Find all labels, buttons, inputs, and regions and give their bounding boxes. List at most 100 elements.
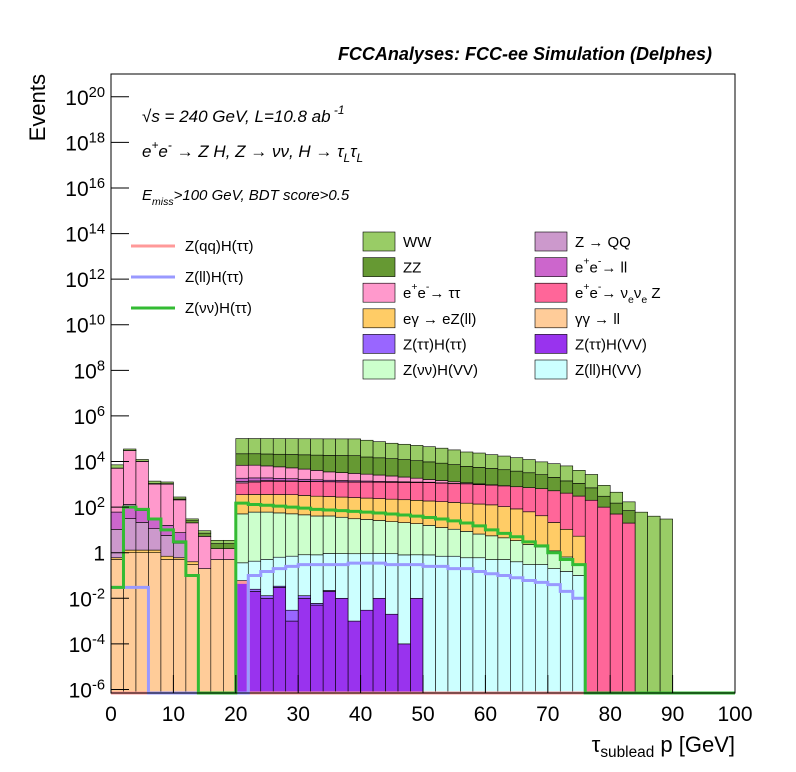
bar	[247, 438, 262, 455]
bar	[447, 483, 461, 503]
bar	[559, 465, 574, 482]
bar	[260, 480, 274, 495]
bar	[148, 552, 162, 694]
legend-label: Z(νν)H(ττ)	[185, 300, 252, 317]
legend-label: e+e-→ ll	[575, 256, 627, 277]
bar	[272, 477, 287, 482]
bar	[547, 568, 561, 694]
bar	[372, 498, 386, 521]
bar	[260, 477, 274, 481]
bar	[272, 512, 287, 558]
bar	[510, 486, 524, 510]
bar	[385, 613, 399, 694]
bar	[285, 467, 299, 480]
bar	[360, 481, 374, 499]
bar	[360, 519, 374, 555]
bar	[360, 473, 374, 482]
bar	[385, 458, 399, 477]
bar	[347, 481, 361, 498]
bar	[397, 482, 411, 501]
legend-label: Z → QQ	[575, 234, 631, 251]
bar	[622, 522, 636, 694]
legend-swatch	[534, 257, 568, 277]
legend-label: Z(qq)H(ττ)	[185, 238, 254, 255]
bar	[385, 521, 399, 555]
bar	[572, 483, 586, 497]
bar	[198, 530, 212, 534]
legend-label: Z(ll)H(VV)	[575, 362, 642, 379]
x-tick-label: 100	[717, 703, 752, 726]
bar	[435, 480, 449, 484]
bar	[247, 511, 262, 562]
bar	[235, 453, 249, 466]
bar	[422, 479, 436, 483]
bar	[584, 474, 599, 489]
bar	[422, 446, 436, 463]
bar	[410, 597, 424, 694]
bar	[322, 553, 336, 591]
bar	[397, 476, 411, 483]
x-tick-label: 80	[599, 703, 622, 726]
bar	[385, 475, 399, 482]
bar	[460, 557, 474, 694]
bar	[347, 438, 361, 456]
bar	[285, 481, 299, 495]
bar	[460, 483, 474, 504]
bar	[185, 522, 199, 563]
bar	[335, 516, 349, 554]
bar	[310, 554, 324, 604]
bar	[360, 609, 374, 694]
bar	[285, 438, 299, 455]
bar	[310, 470, 324, 481]
bar	[185, 520, 199, 524]
bar	[597, 506, 611, 694]
bar	[659, 518, 673, 694]
bar	[272, 438, 287, 455]
bar	[472, 533, 486, 559]
bar	[272, 453, 287, 468]
bar	[572, 495, 586, 537]
bar	[347, 620, 361, 694]
bar	[260, 453, 274, 467]
legend-label: Z(ττ)H(VV)	[575, 336, 647, 353]
bar	[210, 539, 224, 544]
x-tick-label: 10	[162, 703, 185, 726]
bar	[522, 487, 536, 513]
bar	[397, 443, 411, 460]
bar	[272, 466, 287, 479]
x-tick-label: 70	[536, 703, 559, 726]
bar	[310, 604, 324, 694]
bar	[547, 477, 561, 492]
legend-swatch	[534, 334, 568, 354]
bar	[297, 454, 311, 470]
bar	[485, 535, 499, 560]
bar	[247, 481, 262, 495]
bar	[310, 515, 324, 556]
legend-swatch	[362, 282, 396, 303]
bar	[497, 485, 511, 507]
bar	[447, 502, 461, 530]
legend-swatch	[362, 308, 396, 329]
bar	[372, 441, 386, 459]
bar	[247, 591, 262, 694]
bar	[135, 552, 149, 694]
bar	[410, 523, 424, 556]
bar	[272, 587, 287, 694]
bar	[185, 518, 199, 521]
bar	[347, 455, 361, 474]
bar	[559, 480, 574, 494]
bar	[447, 449, 461, 465]
bar	[460, 451, 474, 467]
bar	[335, 597, 349, 694]
bar	[535, 488, 549, 517]
bar	[572, 535, 586, 565]
bar	[235, 464, 249, 479]
bar	[360, 456, 374, 475]
bar	[297, 595, 311, 599]
bar	[160, 555, 174, 560]
bar	[235, 477, 249, 482]
bar	[535, 461, 549, 475]
chart-title: FCCAnalyses: FCC-ee Simulation (Delphes)	[338, 44, 712, 64]
bar	[322, 515, 336, 554]
